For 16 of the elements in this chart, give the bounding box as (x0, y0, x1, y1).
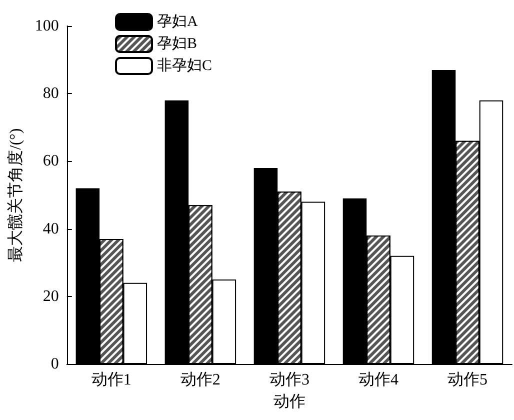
legend-label: 孕妇B (157, 36, 198, 52)
y-axis-title: 最大髋关节角度/(°) (6, 128, 24, 262)
y-tick-label: 80 (42, 85, 59, 102)
x-axis-title: 动作 (273, 394, 306, 410)
x-tick-label: 动作1 (91, 372, 132, 388)
y-tick-label: 40 (42, 220, 59, 238)
legend-label: 孕妇A (157, 14, 198, 30)
x-tick-label: 动作4 (358, 372, 398, 388)
y-tick-label: 100 (34, 18, 59, 34)
x-tick-label: 动作3 (269, 372, 310, 388)
legend-label: 非孕妇C (157, 57, 212, 74)
y-tick-label: 20 (42, 288, 59, 305)
y-tick-label: 0 (50, 356, 59, 372)
y-tick-label: 60 (42, 152, 59, 170)
x-tick-label: 动作2 (180, 372, 220, 388)
x-tick-label: 动作5 (447, 372, 488, 388)
